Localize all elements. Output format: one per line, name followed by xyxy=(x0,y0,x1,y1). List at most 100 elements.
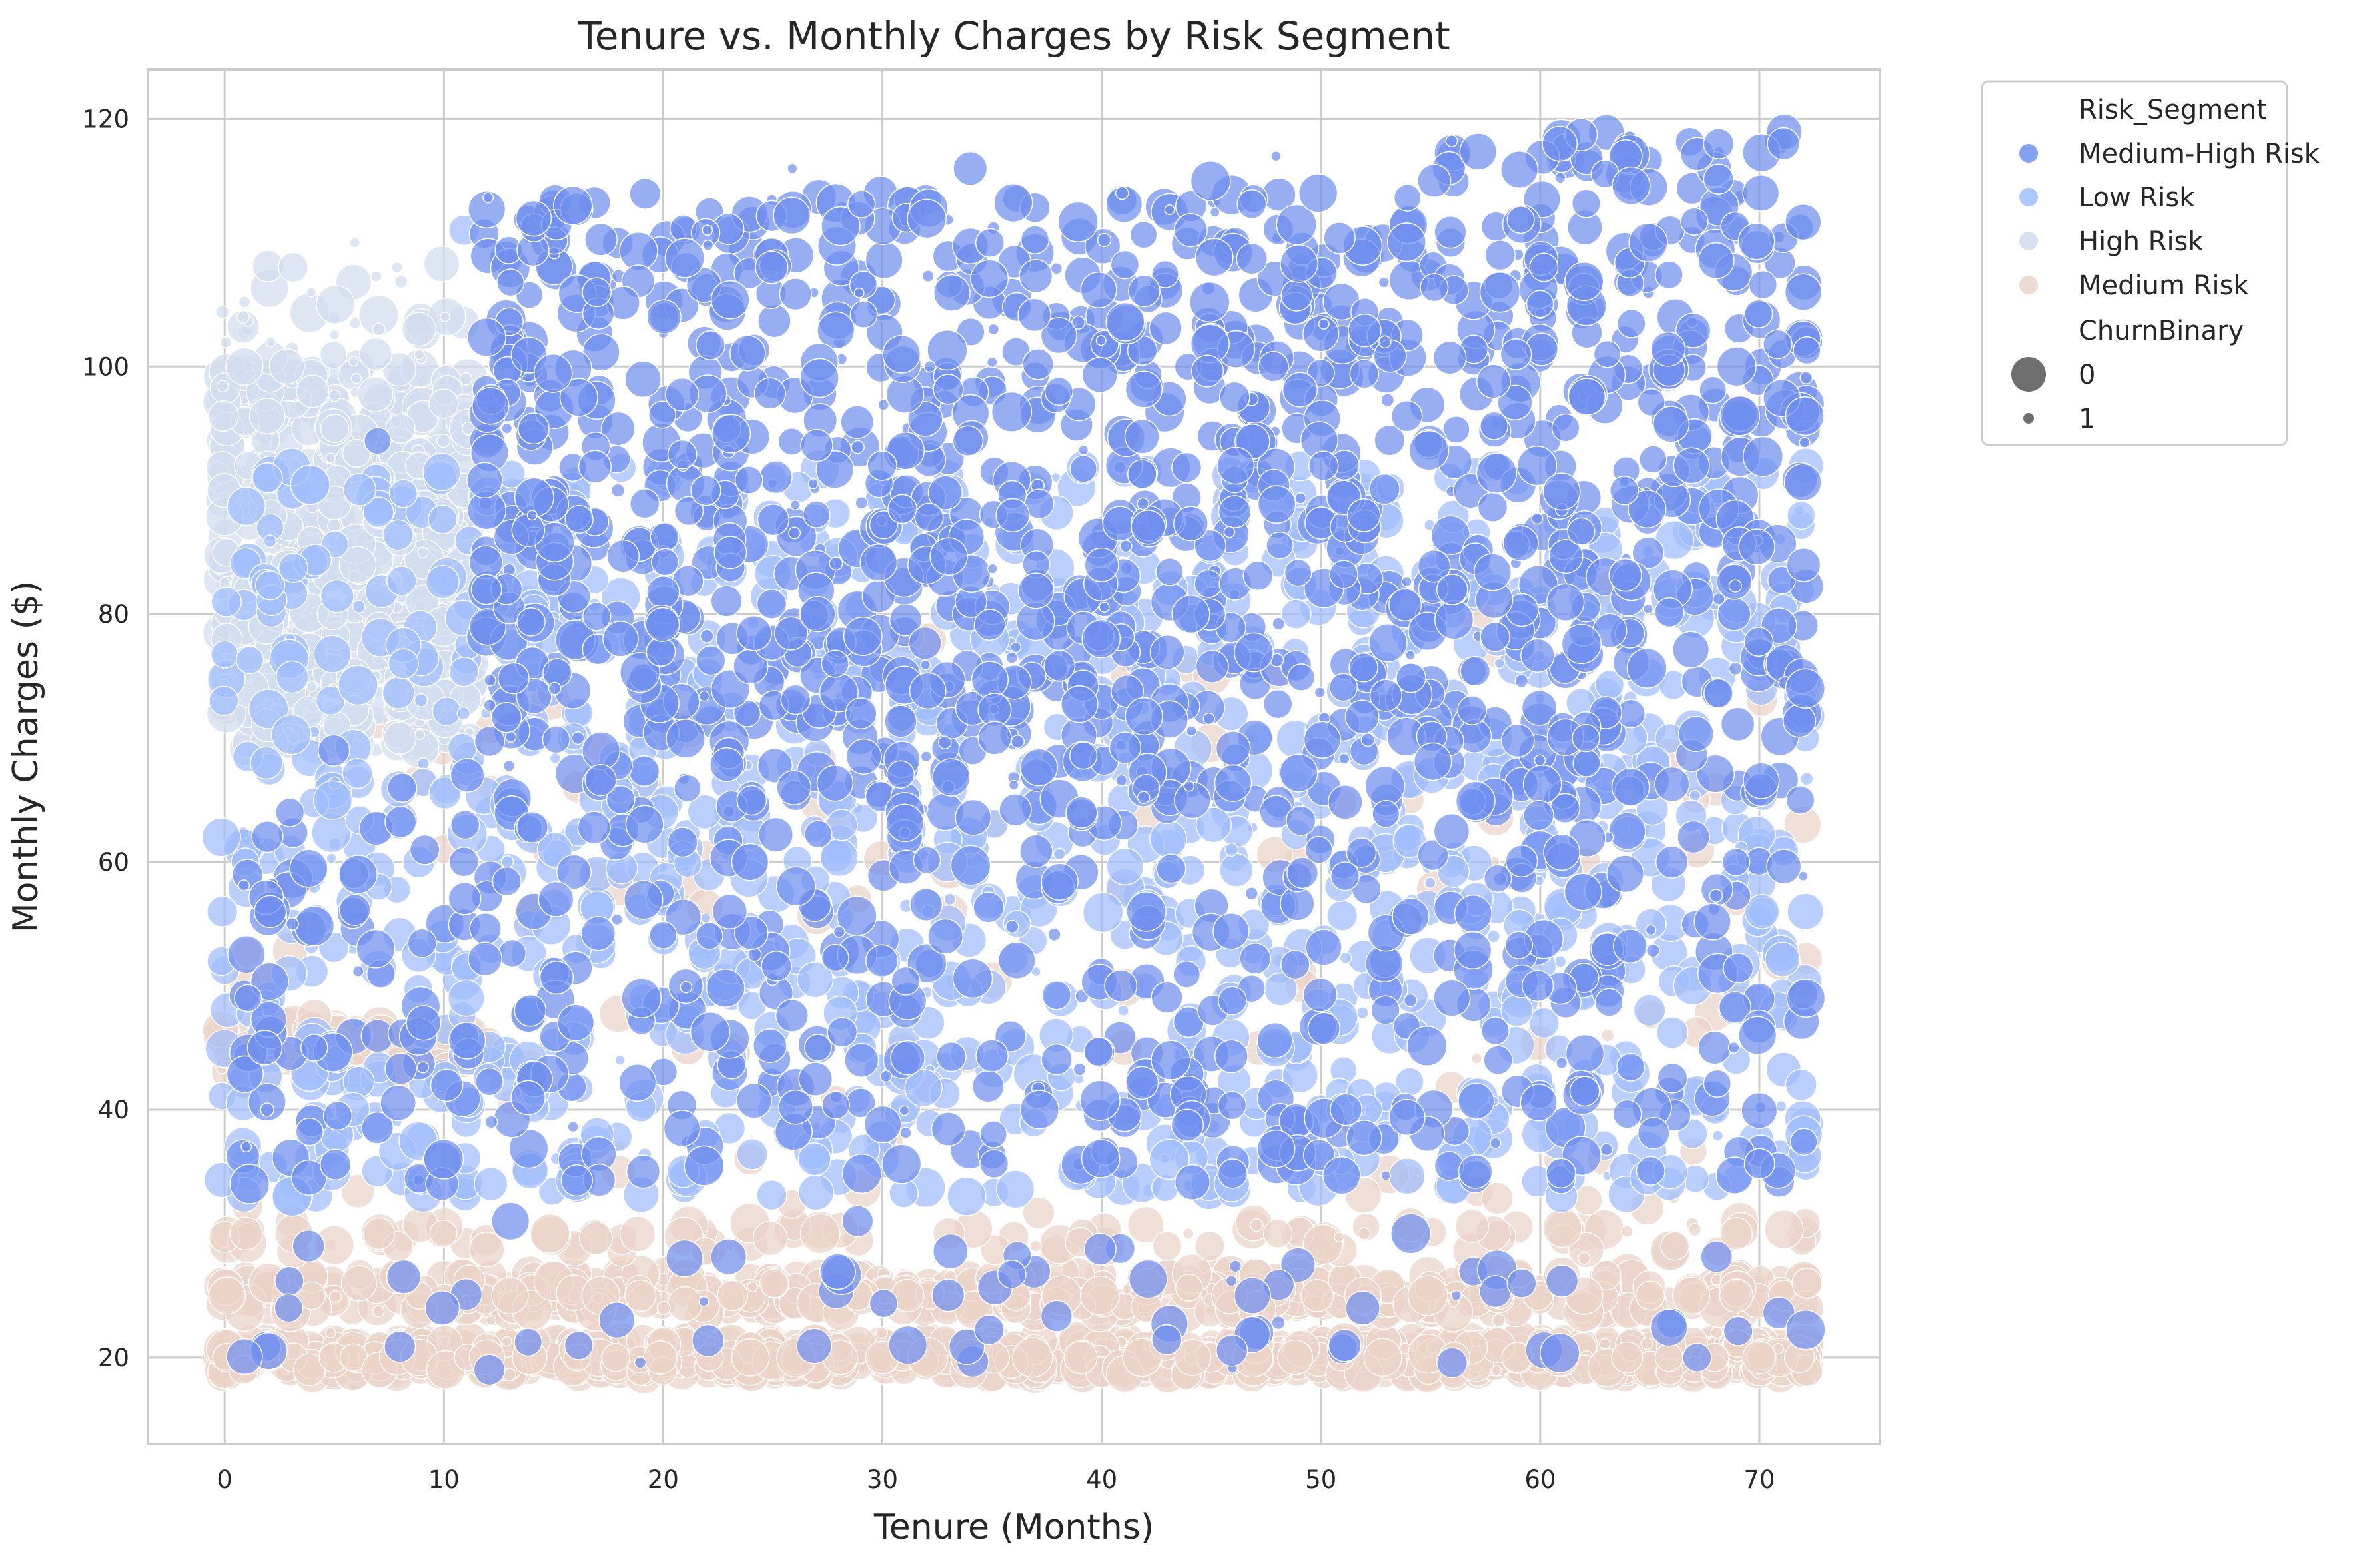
low-risk-point xyxy=(352,599,366,613)
medium-high-risk-point xyxy=(816,765,854,802)
medium-high-risk-point xyxy=(1149,634,1185,670)
medium-high-risk-point xyxy=(1202,713,1215,725)
medium-risk-point xyxy=(469,1232,505,1268)
medium-risk-point xyxy=(1250,1218,1264,1232)
high-risk-point xyxy=(417,546,429,558)
low-risk-point xyxy=(201,817,241,857)
medium-high-risk-point xyxy=(799,358,839,398)
medium-high-risk-point xyxy=(471,387,510,425)
high-risk-point xyxy=(306,286,316,298)
medium-high-risk-point xyxy=(1378,276,1390,288)
medium-high-risk-point xyxy=(1236,242,1268,275)
medium-risk-point xyxy=(759,1268,789,1298)
medium-high-risk-point xyxy=(606,539,640,573)
medium-high-risk-point xyxy=(1061,685,1099,723)
medium-high-risk-point xyxy=(975,228,1005,258)
high-risk-point xyxy=(349,236,361,248)
medium-high-risk-point xyxy=(780,684,811,715)
medium-high-risk-point xyxy=(1127,459,1157,489)
medium-high-risk-point xyxy=(1234,632,1274,673)
high-risk-point xyxy=(320,414,350,444)
medium-high-risk-point xyxy=(753,377,786,410)
medium-high-risk-point xyxy=(710,585,743,617)
medium-high-risk-point xyxy=(1329,560,1358,589)
medium-high-risk-point xyxy=(1677,715,1715,752)
medium-high-risk-point xyxy=(674,774,702,803)
low-risk-point xyxy=(456,706,471,721)
medium-risk-point xyxy=(1640,1337,1653,1350)
medium-high-risk-point xyxy=(1195,649,1229,683)
low-risk-point xyxy=(313,780,353,820)
medium-high-risk-point xyxy=(1242,560,1274,591)
medium-risk-point xyxy=(1542,1208,1582,1248)
low-risk-point xyxy=(1106,847,1145,886)
medium-high-risk-point xyxy=(696,645,726,676)
medium-high-risk-point xyxy=(1280,244,1318,283)
low-risk-point xyxy=(1787,893,1825,931)
medium-high-risk-point xyxy=(645,607,680,642)
medium-risk-point xyxy=(1598,1338,1611,1350)
medium-high-risk-point xyxy=(1010,641,1021,653)
medium-high-risk-point xyxy=(1272,617,1286,631)
medium-risk-point xyxy=(667,1286,703,1322)
medium-high-risk-point xyxy=(1561,623,1602,665)
high-risk-point xyxy=(306,681,318,693)
high-risk-point xyxy=(391,261,403,274)
medium-high-risk-point xyxy=(1785,203,1822,241)
high-risk-point xyxy=(348,317,361,330)
medium-high-risk-point xyxy=(580,915,616,951)
medium-high-risk-point xyxy=(1434,600,1474,640)
medium-high-risk-point xyxy=(1349,358,1380,389)
high-risk-point xyxy=(319,340,348,369)
high-risk-point xyxy=(248,398,286,435)
medium-high-risk-point xyxy=(1763,329,1793,360)
low-risk-point xyxy=(208,685,239,717)
medium-high-risk-point xyxy=(1405,650,1416,661)
medium-high-risk-point xyxy=(709,747,745,782)
medium-high-risk-point xyxy=(1477,492,1508,522)
medium-high-risk-point xyxy=(1719,395,1761,436)
medium-high-risk-point xyxy=(1408,430,1450,471)
medium-high-risk-point xyxy=(1215,731,1251,766)
low-risk-point xyxy=(382,676,415,709)
medium-high-risk-point xyxy=(1480,411,1509,440)
medium-high-risk-point xyxy=(533,354,573,393)
medium-risk-point xyxy=(752,1220,788,1256)
medium-high-risk-point xyxy=(702,239,714,251)
medium-high-risk-point xyxy=(1137,497,1150,510)
medium-high-risk-point xyxy=(1338,753,1350,765)
low-risk-point xyxy=(614,1054,626,1066)
medium-high-risk-point xyxy=(853,287,865,298)
medium-high-risk-point xyxy=(1654,597,1685,628)
medium-high-risk-point xyxy=(1455,781,1496,821)
medium-high-risk-point xyxy=(1328,785,1363,820)
medium-risk-point xyxy=(1764,1209,1804,1250)
medium-high-risk-point xyxy=(855,496,869,510)
medium-high-risk-point xyxy=(516,607,546,637)
low-risk-point xyxy=(1633,994,1666,1027)
high-risk-point xyxy=(440,312,450,322)
medium-high-risk-point xyxy=(1069,454,1098,483)
medium-high-risk-point xyxy=(1189,281,1230,323)
medium-risk-point xyxy=(1029,1240,1042,1252)
high-risk-point xyxy=(359,337,393,371)
medium-high-risk-point xyxy=(986,356,998,368)
medium-high-risk-point xyxy=(1799,436,1811,448)
medium-high-risk-point xyxy=(483,699,496,712)
medium-risk-point xyxy=(1492,1313,1506,1328)
medium-high-risk-point xyxy=(582,731,621,771)
medium-high-risk-point xyxy=(1017,298,1051,332)
medium-high-risk-point xyxy=(840,405,875,439)
high-risk-point xyxy=(436,434,451,448)
medium-risk-point xyxy=(747,1281,759,1293)
medium-high-risk-point xyxy=(624,360,662,398)
medium-high-risk-point xyxy=(1209,206,1220,218)
medium-high-risk-point xyxy=(1360,733,1375,747)
medium-high-risk-point xyxy=(466,317,506,357)
low-risk-point xyxy=(947,1176,987,1216)
medium-high-risk-point xyxy=(384,1052,417,1085)
high-risk-point xyxy=(372,322,386,336)
medium-high-risk-point xyxy=(845,697,877,730)
medium-high-risk-point xyxy=(1434,216,1467,249)
